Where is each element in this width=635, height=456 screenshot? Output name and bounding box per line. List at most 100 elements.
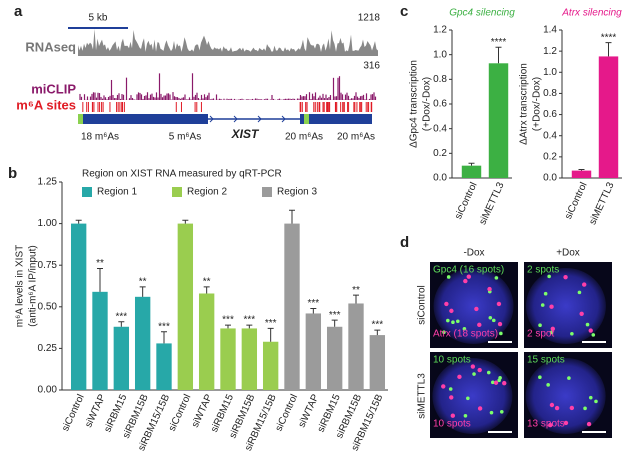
spot — [493, 380, 499, 385]
legend-swatch — [172, 187, 182, 197]
spot — [586, 421, 592, 427]
row-label: siMETTL3 — [417, 373, 428, 419]
column-label: +Dox — [556, 248, 580, 259]
bar — [348, 303, 364, 390]
spot — [563, 274, 568, 280]
error-bar — [310, 307, 317, 314]
track-label: miCLIP — [31, 81, 76, 96]
spot — [494, 276, 499, 280]
y-tick-label: 1.0 — [433, 49, 447, 60]
y-tick-label: 1.2 — [433, 25, 447, 36]
spot — [489, 410, 494, 415]
gene-label: XIST — [231, 127, 260, 141]
spot-count: 2 spots — [527, 265, 559, 276]
spot — [444, 301, 449, 307]
spot — [441, 384, 446, 389]
spot — [585, 322, 590, 327]
bar — [305, 313, 322, 390]
spot — [472, 372, 476, 376]
exon-mark — [304, 114, 309, 124]
error-bar — [331, 319, 338, 327]
exon — [300, 114, 372, 124]
region-label: 18 m⁶As — [81, 132, 119, 143]
x-tick-label: siMETTL3 — [477, 180, 506, 226]
error-bar — [353, 294, 359, 304]
track-max: 316 — [363, 61, 380, 72]
spot — [477, 406, 483, 411]
spot — [462, 327, 467, 331]
y-tick-label: 0.4 — [433, 123, 447, 134]
exon — [78, 114, 208, 124]
significance: **** — [601, 32, 617, 43]
spot — [446, 318, 450, 323]
x-tick-label: siControl — [563, 181, 590, 221]
spot-count: 10 spots — [433, 355, 471, 366]
significance: ** — [139, 276, 147, 287]
error-bar — [182, 219, 189, 224]
spot — [577, 290, 582, 295]
panel-label: b — [8, 165, 17, 182]
panel-label: d — [400, 234, 409, 251]
y-axis-label: (+Dox/-Dox) — [422, 77, 433, 131]
error-bar — [605, 42, 612, 57]
spot — [499, 331, 503, 336]
y-tick-label: 0.2 — [543, 151, 557, 162]
y-tick-label: 1.2 — [543, 46, 557, 57]
y-tick-label: 0.2 — [433, 148, 447, 159]
spot — [591, 333, 596, 337]
spot — [546, 383, 550, 387]
tracks — [78, 28, 378, 123]
column-label: -Dox — [463, 248, 484, 259]
row-label: siControl — [417, 285, 428, 324]
legend-label: Region 1 — [97, 187, 137, 198]
error-bar — [97, 268, 103, 292]
spot — [477, 322, 482, 328]
error-bar — [161, 331, 167, 344]
bar — [134, 296, 151, 390]
spot — [588, 328, 593, 333]
chart-title: Atrx silencing — [561, 8, 622, 19]
y-axis-label: ΔAtrx transcription — [519, 63, 530, 145]
spot — [569, 405, 575, 411]
bar — [113, 326, 130, 390]
spot — [570, 331, 574, 336]
nucleus — [525, 358, 606, 434]
significance: *** — [329, 310, 341, 321]
y-tick-label: 0.8 — [433, 74, 447, 85]
legend-swatch — [262, 187, 272, 197]
significance: *** — [243, 315, 255, 326]
spot — [448, 387, 453, 391]
track-label: m⁶A sites — [16, 97, 76, 112]
spot — [446, 275, 451, 279]
spot — [491, 380, 495, 385]
spot — [449, 395, 454, 400]
spot — [466, 274, 471, 279]
chart-title: Gpc4 silencing — [449, 8, 515, 19]
error-bar — [495, 46, 502, 64]
bar — [92, 291, 108, 390]
y-tick-label: 0.6 — [433, 99, 447, 110]
bar — [220, 328, 236, 390]
spot — [588, 395, 593, 400]
spot — [456, 319, 460, 324]
y-tick-label: 1.4 — [543, 25, 557, 36]
track-max: 1218 — [358, 13, 381, 24]
track-label: RNAseq — [25, 39, 76, 54]
y-tick-label: 1.00 — [38, 218, 58, 229]
spot — [457, 374, 462, 380]
spot — [538, 375, 542, 379]
spot-count: Gpc4 (16 spots) — [433, 265, 504, 276]
spot — [548, 422, 553, 428]
y-tick-label: 0.4 — [543, 130, 557, 141]
bar — [488, 63, 509, 178]
significance: ** — [203, 276, 211, 287]
spot — [579, 311, 584, 316]
spot — [550, 326, 556, 332]
region-label: 20 m⁶As — [337, 132, 375, 143]
error-bar — [374, 329, 381, 336]
exon-mark — [78, 114, 83, 124]
spot — [538, 323, 542, 328]
spot — [487, 286, 492, 292]
spot — [450, 413, 456, 418]
spot — [486, 370, 491, 375]
